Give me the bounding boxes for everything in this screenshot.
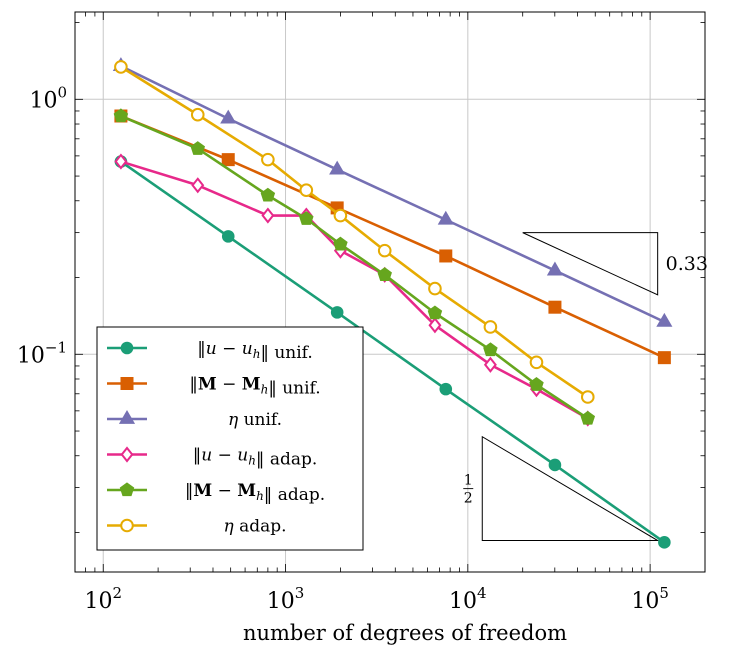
data-point bbox=[529, 377, 544, 391]
data-point bbox=[330, 306, 344, 319]
legend-swatch-marker bbox=[119, 482, 135, 497]
slope-triangle-unif bbox=[522, 232, 659, 296]
legend-box bbox=[96, 326, 364, 551]
legend-label: ‖M − Mh‖ adap. bbox=[185, 481, 325, 505]
legend-swatch-marker bbox=[120, 341, 134, 355]
data-point bbox=[546, 261, 564, 276]
series-line bbox=[120, 64, 665, 324]
data-point bbox=[657, 351, 671, 365]
data-point bbox=[114, 153, 128, 170]
data-point bbox=[260, 187, 276, 202]
series-6 bbox=[114, 60, 595, 404]
data-point bbox=[439, 382, 453, 396]
legend-label: ‖u − uh‖ adap. bbox=[193, 446, 318, 470]
data-point bbox=[580, 390, 595, 404]
series-line bbox=[120, 160, 666, 544]
data-point bbox=[377, 243, 392, 258]
legend: ‖u − uh‖ unif. ‖M − Mh‖ unif. η unif. ‖u − … bbox=[96, 326, 364, 551]
data-point bbox=[428, 281, 442, 296]
legend-entry: η adap. bbox=[107, 517, 287, 537]
data-point bbox=[483, 342, 498, 357]
data-point bbox=[190, 141, 206, 155]
legend-entry: ‖u − uh‖ unif. bbox=[107, 339, 313, 363]
data-point bbox=[221, 230, 235, 243]
data-point bbox=[333, 208, 348, 223]
data-point bbox=[377, 267, 392, 281]
legend-entry: ‖M − Mh‖ unif. bbox=[107, 375, 321, 399]
data-point bbox=[261, 207, 275, 224]
data-point bbox=[261, 152, 275, 167]
legend-swatch-marker bbox=[120, 446, 134, 463]
data-point bbox=[299, 183, 314, 198]
plot-frame bbox=[74, 11, 706, 573]
slope-label-numerator: 1 bbox=[464, 473, 473, 489]
legend-entry: η unif. bbox=[107, 410, 282, 430]
data-point bbox=[191, 177, 205, 194]
x-axis-label: number of degrees of freedom bbox=[243, 621, 567, 645]
slope-label-denominator: 2 bbox=[464, 491, 473, 507]
legend-swatch-marker bbox=[120, 518, 134, 533]
legend-label: η unif. bbox=[228, 410, 282, 430]
series-line bbox=[120, 160, 589, 420]
legend-entry: ‖u − uh‖ adap. bbox=[107, 446, 317, 470]
slope-triangles: 0.33 1 2 bbox=[463, 232, 708, 542]
legend-label: ‖u − uh‖ unif. bbox=[197, 339, 313, 363]
slope-label-unif: 0.33 bbox=[666, 253, 708, 275]
data-point bbox=[580, 410, 596, 425]
y-tick-label: 10−1 bbox=[17, 338, 67, 368]
slope-triangle-adap bbox=[481, 435, 660, 542]
series-line bbox=[120, 114, 665, 359]
legend-swatch-marker bbox=[120, 377, 134, 390]
series-line bbox=[120, 65, 589, 399]
data-point bbox=[220, 109, 237, 124]
legend-label: ‖M − Mh‖ unif. bbox=[189, 375, 320, 399]
axis-ticks bbox=[74, 12, 706, 572]
legend-swatch-marker bbox=[118, 410, 136, 424]
data-point bbox=[114, 60, 128, 74]
data-point bbox=[548, 458, 562, 472]
x-tick-label: 104 bbox=[449, 584, 487, 614]
data-point bbox=[190, 107, 205, 122]
data-point bbox=[483, 356, 497, 373]
data-point bbox=[299, 211, 314, 225]
y-tick-label: 100 bbox=[29, 83, 67, 113]
series-lines bbox=[112, 57, 673, 549]
data-point bbox=[548, 300, 562, 314]
data-point bbox=[221, 153, 235, 167]
data-point bbox=[329, 160, 346, 175]
data-point bbox=[333, 236, 348, 251]
series-5 bbox=[113, 108, 596, 425]
x-tick-label: 103 bbox=[267, 584, 305, 614]
x-tick-label: 105 bbox=[631, 584, 669, 614]
data-point bbox=[439, 249, 453, 263]
data-point bbox=[483, 320, 498, 334]
data-point bbox=[658, 536, 671, 549]
legend-label: η adap. bbox=[223, 517, 286, 537]
data-point bbox=[428, 317, 442, 334]
series-line bbox=[120, 114, 589, 420]
data-point bbox=[656, 312, 673, 327]
data-point bbox=[529, 355, 544, 370]
axis-labels: 102 103 104 105 100 10−1 number of degrees of … bbox=[17, 83, 669, 645]
legend-entry: ‖M − Mh‖ adap. bbox=[107, 481, 325, 505]
data-point bbox=[113, 108, 129, 123]
data-point bbox=[437, 210, 454, 225]
x-tick-label: 102 bbox=[84, 584, 122, 614]
data-point bbox=[427, 305, 443, 320]
